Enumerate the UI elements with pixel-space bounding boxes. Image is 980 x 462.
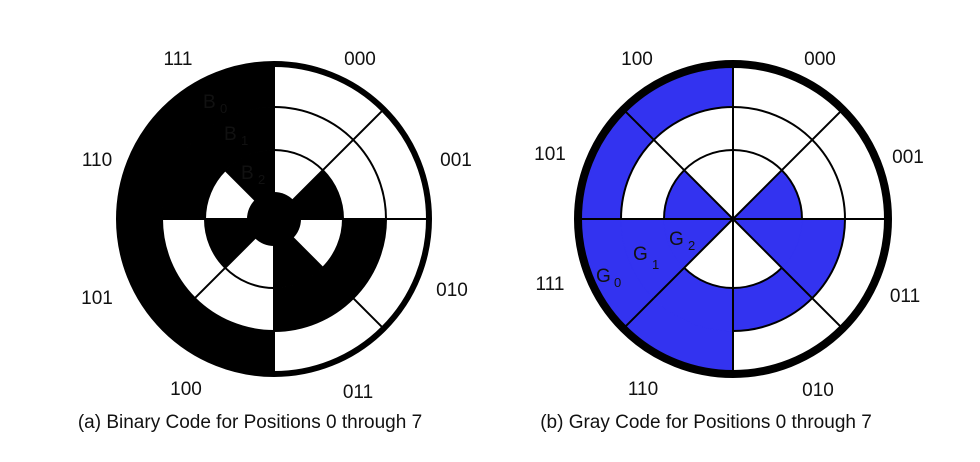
binary-ring-sub-2: 2 [258, 172, 265, 187]
gray-ring-boundary-0-2 [732, 149, 783, 171]
binary-ring-boundary-1-1 [352, 139, 387, 220]
binary-ring-boundary-5-2 [204, 218, 226, 269]
binary-caption: (a) Binary Code for Positions 0 through … [78, 412, 422, 433]
gray-ring-letter-2: G [669, 229, 684, 250]
gray-encoder-disk: 100 000 001 011 010 110 111 101 G 2 G 1 … [534, 49, 924, 433]
gray-outer-rim [574, 60, 892, 378]
gray-radial-line-5-0 [622, 297, 655, 330]
gray-ring-boundary-7-2 [683, 149, 734, 171]
gray-ring-letter-1: G [633, 244, 648, 265]
gray-ring-sub-0: 0 [614, 275, 621, 290]
gray-ring-boundary-1-2 [781, 169, 803, 220]
gray-radial-line-5-2 [683, 218, 734, 269]
gray-ring-boundary-4-2 [683, 267, 734, 289]
gray-ring-boundary-2-1 [811, 218, 846, 299]
binary-ring-boundary-2-2 [322, 218, 344, 269]
gray-radial-line-3-1 [781, 267, 813, 299]
gray-ring-boundary-6-1 [620, 139, 655, 220]
binary-encoder-disk: 111 000 001 010 011 100 101 110 B 0 B 1 … [78, 49, 472, 433]
binary-ring-label-b2: B 2 [241, 163, 265, 187]
gray-label-111: 111 [536, 274, 565, 295]
gray-radial-line-1-1 [781, 139, 813, 171]
binary-ring-boundary-3-1 [273, 297, 354, 332]
binary-ring-boundary-0-2 [273, 149, 324, 171]
binary-radial-line-1-1 [322, 139, 354, 171]
gray-ring-sub-1: 1 [652, 257, 659, 272]
gray-radial-line-3-0 [811, 297, 844, 330]
binary-ring-boundary-6-2 [204, 169, 226, 220]
gray-radial-line-7-0 [622, 108, 655, 141]
gray-ring-label-g2: G 2 [669, 229, 695, 253]
binary-ring-boundary-5-1 [161, 218, 196, 299]
binary-ring-label-b0: B 0 [203, 92, 227, 116]
binary-ring-boundary-4-2 [224, 267, 275, 289]
binary-radial-line-5-1 [194, 267, 226, 299]
gray-radial-line-7-2 [683, 169, 734, 220]
gray-radial-line-7-1 [653, 139, 685, 171]
binary-radial-line-3-0 [352, 297, 385, 330]
binary-radial-line-1-0 [352, 108, 385, 141]
gray-ring-boundary-7-1 [653, 106, 734, 141]
binary-label-100: 100 [170, 379, 202, 400]
binary-ring-boundary-1-2 [322, 169, 344, 220]
gray-ring-sub-2: 2 [688, 238, 695, 253]
gray-ring-boundary-3-2 [732, 267, 783, 289]
binary-ring-boundary-4-1 [194, 297, 275, 332]
gray-label-001: 001 [892, 147, 924, 168]
binary-ring-sub-1: 1 [241, 133, 248, 148]
binary-label-010: 010 [436, 280, 468, 301]
gray-ring-boundary-0-1 [732, 106, 813, 141]
binary-ring-boundary-0-1 [273, 106, 354, 141]
gray-label-011: 011 [890, 286, 920, 307]
gray-ring-label-g0: G 0 [596, 266, 621, 290]
gray-radial-line-3-2 [732, 218, 783, 269]
gray-ring-lines [574, 60, 892, 378]
gray-ring-label-g1: G 1 [633, 244, 659, 272]
binary-label-101: 101 [81, 288, 113, 309]
gray-label-101: 101 [534, 144, 566, 165]
binary-outer-rim [116, 61, 432, 377]
binary-label-001: 001 [440, 150, 472, 171]
gray-ring-letter-0: G [596, 266, 611, 287]
gray-ring-boundary-3-1 [732, 297, 813, 332]
binary-ring-boundary-2-1 [352, 218, 387, 299]
gray-label-010: 010 [802, 380, 834, 401]
gray-radial-line-5-1 [653, 267, 685, 299]
binary-label-000: 000 [344, 49, 376, 70]
binary-ring-lines [116, 61, 432, 377]
gray-label-110: 110 [628, 379, 658, 400]
binary-label-011: 011 [343, 382, 373, 403]
binary-ring-letter-2: B [241, 163, 254, 184]
binary-ring-letter-0: B [203, 92, 216, 113]
gray-radial-line-1-2 [732, 169, 783, 220]
gray-label-100: 100 [621, 49, 653, 70]
gray-ring-boundary-6-2 [663, 169, 685, 220]
binary-ring-label-b1: B 1 [224, 124, 248, 148]
binary-label-110: 110 [82, 150, 112, 171]
binary-hub [247, 192, 301, 246]
binary-ring-sub-0: 0 [220, 101, 227, 116]
binary-label-111: 111 [164, 49, 193, 70]
gray-radial-line-1-0 [811, 108, 844, 141]
gray-label-000: 000 [804, 49, 836, 70]
binary-ring-letter-1: B [224, 124, 237, 145]
gray-ring-boundary-1-1 [811, 139, 846, 220]
gray-caption: (b) Gray Code for Positions 0 through 7 [540, 412, 872, 433]
